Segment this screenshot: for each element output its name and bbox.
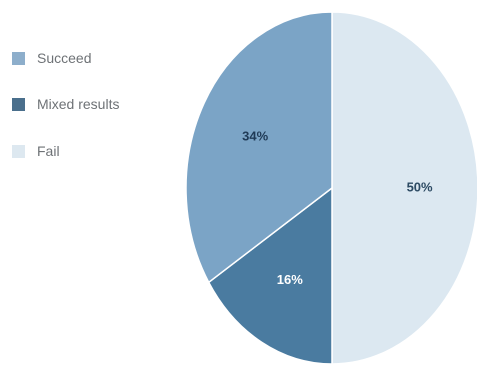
pie-label-mixed-results: 16%	[277, 272, 303, 287]
legend-swatch-fail	[12, 144, 25, 158]
pie-slice-mixed-results	[207, 186, 333, 365]
pie-label-succeed: 34%	[242, 129, 268, 144]
legend-swatch-succeed	[12, 51, 25, 65]
legend-item-fail: Fail	[12, 139, 119, 163]
pie-slice-fail	[331, 11, 477, 365]
legend-swatch-mixed-results	[12, 97, 25, 111]
pie-slice-succeed	[185, 11, 333, 284]
pie-label-fail: 50%	[407, 179, 433, 194]
legend-label-mixed-results: Mixed results	[37, 96, 120, 112]
legend-label-fail: Fail	[37, 143, 60, 159]
legend-item-mixed-results: Mixed results	[12, 92, 119, 116]
legend-label-succeed: Succeed	[37, 50, 92, 66]
legend-item-succeed: Succeed	[12, 46, 119, 70]
legend: Succeed Mixed results Fail	[12, 46, 119, 186]
